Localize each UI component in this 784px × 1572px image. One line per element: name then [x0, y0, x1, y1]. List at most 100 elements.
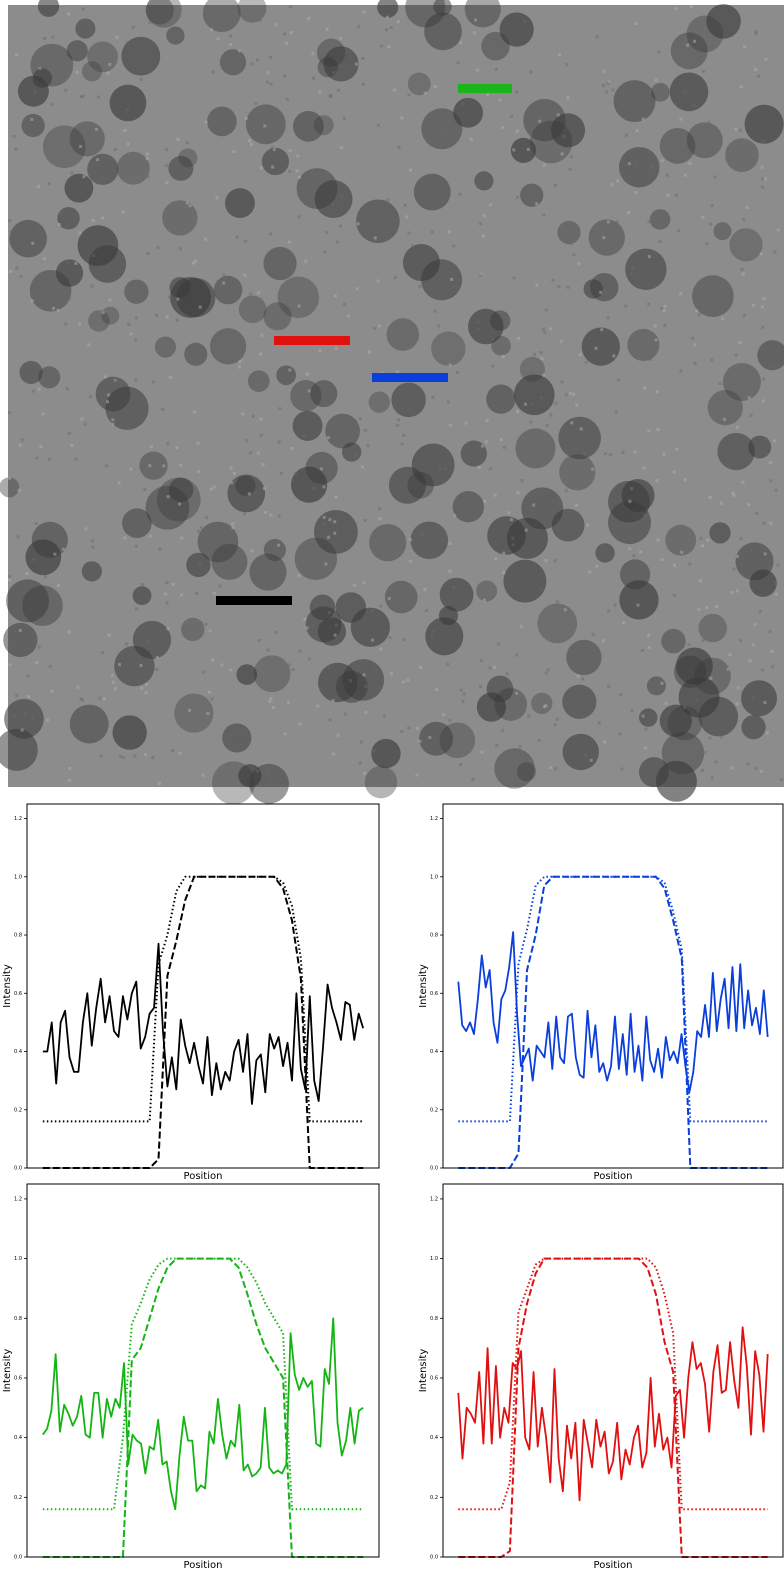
noise	[692, 104, 696, 108]
particle	[694, 657, 731, 695]
noise	[456, 61, 460, 65]
particle	[431, 331, 466, 366]
noise	[251, 414, 255, 418]
axes-frame	[442, 1183, 784, 1558]
noise	[442, 127, 446, 131]
particle	[145, 0, 174, 25]
particle	[139, 451, 168, 480]
noise	[168, 376, 172, 380]
y-tick-label: 1.2	[430, 816, 438, 822]
particle	[122, 508, 152, 538]
noise	[108, 298, 112, 302]
noise	[155, 313, 159, 317]
noise	[469, 137, 473, 141]
noise	[125, 642, 129, 646]
noise	[524, 528, 528, 532]
y-tick-label: 0.8	[14, 933, 22, 939]
noise	[362, 673, 366, 677]
noise	[178, 247, 182, 251]
noise	[751, 696, 755, 700]
noise	[714, 301, 718, 305]
noise	[67, 630, 71, 634]
noise	[271, 706, 275, 710]
noise	[174, 210, 178, 214]
noise	[625, 576, 629, 580]
noise	[151, 756, 155, 760]
noise	[564, 489, 568, 493]
noise	[482, 598, 486, 602]
noise	[591, 632, 595, 636]
noise	[579, 427, 583, 431]
noise	[708, 736, 712, 740]
noise	[258, 18, 262, 22]
particle	[510, 137, 537, 163]
particle	[686, 15, 724, 53]
noise	[14, 147, 18, 151]
particle	[69, 121, 105, 157]
particle	[581, 327, 620, 366]
noise	[605, 90, 609, 94]
noise	[660, 306, 664, 310]
noise	[100, 216, 104, 220]
noise	[212, 591, 216, 595]
noise	[709, 222, 713, 226]
particle	[211, 761, 256, 805]
noise	[298, 649, 302, 653]
noise	[747, 377, 751, 381]
noise	[639, 713, 643, 717]
noise	[307, 657, 311, 661]
noise	[709, 358, 713, 362]
noise	[642, 386, 646, 390]
noise	[622, 621, 626, 625]
noise	[409, 168, 413, 172]
noise	[146, 175, 150, 179]
noise	[761, 139, 765, 143]
noise	[656, 428, 660, 432]
noise	[230, 481, 234, 485]
noise	[68, 766, 72, 770]
noise	[563, 608, 567, 612]
noise	[594, 275, 598, 279]
noise	[695, 309, 699, 313]
noise	[18, 628, 22, 632]
noise	[572, 253, 576, 257]
particle	[725, 138, 759, 173]
noise	[8, 411, 12, 415]
noise	[51, 35, 55, 39]
noise	[634, 190, 638, 194]
noise	[628, 499, 632, 503]
noise	[249, 451, 253, 455]
noise	[165, 601, 169, 605]
particle	[146, 0, 182, 28]
particle	[557, 220, 581, 245]
noise	[389, 26, 393, 30]
noise	[385, 15, 389, 19]
series-line	[42, 1257, 364, 1558]
noise	[336, 240, 340, 244]
noise	[175, 215, 179, 219]
noise	[82, 175, 86, 179]
noise	[165, 181, 169, 185]
particle	[621, 478, 655, 512]
noise	[166, 495, 170, 499]
noise	[482, 214, 486, 218]
y-tick-label: 0.6	[14, 991, 22, 997]
particle	[181, 617, 205, 642]
particle	[101, 306, 120, 325]
noise	[655, 479, 659, 483]
noise	[257, 291, 261, 295]
noise	[754, 30, 758, 34]
noise	[367, 350, 371, 354]
noise	[143, 488, 147, 492]
noise	[515, 195, 519, 199]
noise	[283, 732, 287, 736]
noise	[738, 340, 742, 344]
particle	[37, 0, 60, 17]
noise	[325, 231, 329, 235]
particle	[474, 171, 494, 191]
noise	[776, 563, 780, 567]
noise	[328, 718, 332, 722]
noise	[505, 672, 509, 676]
particle	[486, 384, 516, 414]
noise	[30, 716, 34, 720]
